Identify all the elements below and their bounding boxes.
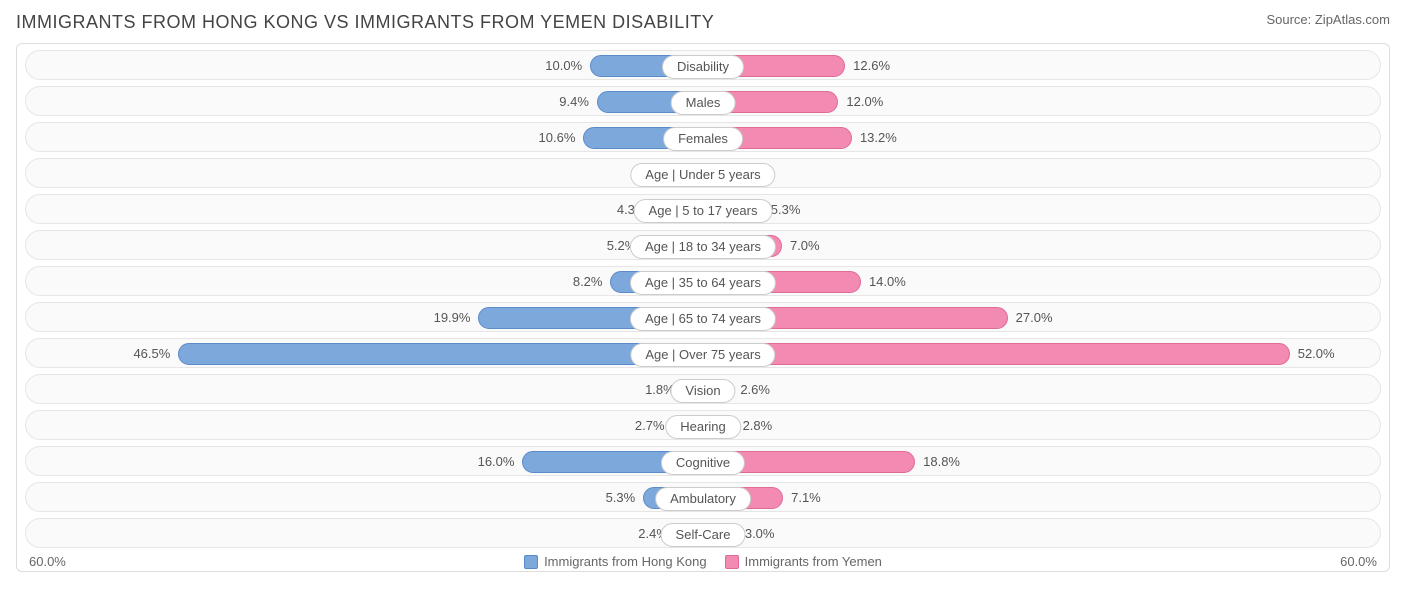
chart-row: 10.6% 13.2% Females — [25, 122, 1381, 152]
chart-row: 2.4%3.0%Self-Care — [25, 518, 1381, 548]
category-pill: Males — [671, 91, 736, 115]
category-pill: Ambulatory — [655, 487, 751, 511]
category-pill: Age | 35 to 64 years — [630, 271, 776, 295]
value-label-left: 9.4% — [559, 87, 589, 117]
chart-row: 46.5% 52.0% Age | Over 75 years — [25, 338, 1381, 368]
value-label-left: 10.6% — [539, 123, 576, 153]
category-pill: Disability — [662, 55, 744, 79]
value-label-right: 13.2% — [860, 123, 897, 153]
category-pill: Vision — [670, 379, 735, 403]
page-title: IMMIGRANTS FROM HONG KONG VS IMMIGRANTS … — [16, 12, 714, 33]
chart-row: 16.0% 18.8% Cognitive — [25, 446, 1381, 476]
category-pill: Age | Under 5 years — [630, 163, 775, 187]
value-label-left: 46.5% — [133, 339, 170, 369]
value-label-right: 12.6% — [853, 51, 890, 81]
legend: Immigrants from Hong Kong Immigrants fro… — [524, 554, 882, 569]
value-label-right: 2.8% — [743, 411, 773, 441]
chart-row: 9.4% 12.0% Males — [25, 86, 1381, 116]
value-label-right: 3.0% — [745, 519, 775, 549]
source-prefix: Source: — [1266, 12, 1314, 27]
chart-row: 5.2%7.0%Age | 18 to 34 years — [25, 230, 1381, 260]
value-label-right: 5.3% — [771, 195, 801, 225]
value-label-left: 16.0% — [478, 447, 515, 477]
header: IMMIGRANTS FROM HONG KONG VS IMMIGRANTS … — [16, 12, 1390, 33]
value-label-right: 2.6% — [740, 375, 770, 405]
source-name: ZipAtlas.com — [1315, 12, 1390, 27]
chart-row: 19.9% 27.0% Age | 65 to 74 years — [25, 302, 1381, 332]
category-pill: Self-Care — [661, 523, 746, 547]
category-pill: Age | Over 75 years — [630, 343, 775, 367]
bar-right — [703, 343, 1290, 365]
bar-left — [178, 343, 703, 365]
chart-row: 5.3% 7.1% Ambulatory — [25, 482, 1381, 512]
chart-row: 0.95%0.91%Age | Under 5 years — [25, 158, 1381, 188]
value-label-left: 19.9% — [434, 303, 471, 333]
legend-item-right: Immigrants from Yemen — [725, 554, 882, 569]
value-label-left: 5.3% — [606, 483, 636, 513]
chart-row: 4.3%5.3%Age | 5 to 17 years — [25, 194, 1381, 224]
value-label-right: 18.8% — [923, 447, 960, 477]
category-pill: Age | 65 to 74 years — [630, 307, 776, 331]
value-label-right: 14.0% — [869, 267, 906, 297]
source-attribution: Source: ZipAtlas.com — [1266, 12, 1390, 27]
category-pill: Age | 5 to 17 years — [634, 199, 773, 223]
value-label-right: 12.0% — [846, 87, 883, 117]
chart-row: 10.0% 12.6% Disability — [25, 50, 1381, 80]
value-label-right: 7.1% — [791, 483, 821, 513]
legend-swatch-left — [524, 555, 538, 569]
axis-right-max: 60.0% — [1340, 554, 1377, 569]
axis-left-max: 60.0% — [29, 554, 66, 569]
value-label-right: 52.0% — [1298, 339, 1335, 369]
category-pill: Age | 18 to 34 years — [630, 235, 776, 259]
chart-row: 8.2% 14.0% Age | 35 to 64 years — [25, 266, 1381, 296]
chart-row: 2.7% 2.8%Hearing — [25, 410, 1381, 440]
value-label-left: 8.2% — [573, 267, 603, 297]
category-pill: Cognitive — [661, 451, 745, 475]
axis-and-legend: 60.0% Immigrants from Hong Kong Immigran… — [25, 554, 1381, 569]
legend-label-right: Immigrants from Yemen — [745, 554, 882, 569]
value-label-left: 10.0% — [545, 51, 582, 81]
value-label-right: 27.0% — [1016, 303, 1053, 333]
legend-swatch-right — [725, 555, 739, 569]
value-label-left: 2.7% — [635, 411, 665, 441]
chart-rows: 10.0%12.6%Disability9.4%12.0%Males10.6%1… — [25, 50, 1381, 548]
legend-label-left: Immigrants from Hong Kong — [544, 554, 707, 569]
category-pill: Females — [663, 127, 743, 151]
category-pill: Hearing — [665, 415, 741, 439]
legend-item-left: Immigrants from Hong Kong — [524, 554, 707, 569]
diverging-bar-chart: 10.0%12.6%Disability9.4%12.0%Males10.6%1… — [16, 43, 1390, 572]
value-label-right: 7.0% — [790, 231, 820, 261]
chart-row: 1.8%2.6%Vision — [25, 374, 1381, 404]
